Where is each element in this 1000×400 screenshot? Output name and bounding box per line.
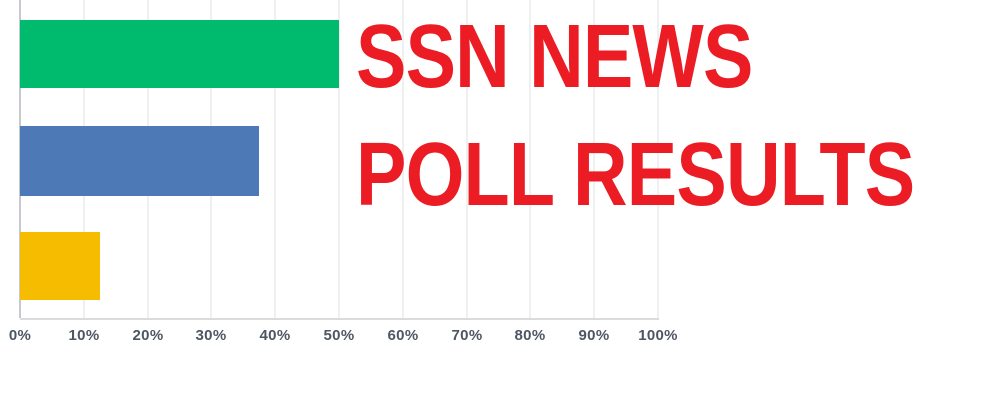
bar-yellow-bar — [20, 232, 100, 300]
gridline-80% — [529, 0, 531, 318]
bar-green-bar — [20, 20, 339, 88]
x-tick-label: 30% — [195, 327, 227, 344]
x-tick-label: 60% — [387, 327, 419, 344]
x-tick-label: 0% — [8, 327, 32, 344]
x-tick-label: 10% — [68, 327, 100, 344]
chart-title-line-1: SSN NEWS — [356, 7, 753, 107]
x-tick-label: 50% — [323, 327, 355, 344]
bar-blue-bar — [20, 126, 260, 196]
x-tick-label: 40% — [259, 327, 291, 344]
gridline-90% — [593, 0, 595, 318]
x-tick-label: 70% — [451, 327, 483, 344]
gridline-70% — [466, 0, 468, 318]
x-tick-label: 20% — [132, 327, 164, 344]
gridline-50% — [338, 0, 340, 318]
x-tick-label: 90% — [578, 327, 610, 344]
chart-title-line-2: POLL RESULTS — [356, 125, 915, 225]
gridline-40% — [274, 0, 276, 318]
x-tick-label: 80% — [514, 327, 546, 344]
gridline-60% — [402, 0, 404, 318]
x-tick-label: 100% — [638, 327, 678, 344]
x-axis: 0% 10% 20% 30% 40% 50% 60% 70% 80% 90% 100% — [9, 327, 680, 349]
plot-area — [19, 0, 659, 320]
gridline-100% — [657, 0, 659, 318]
